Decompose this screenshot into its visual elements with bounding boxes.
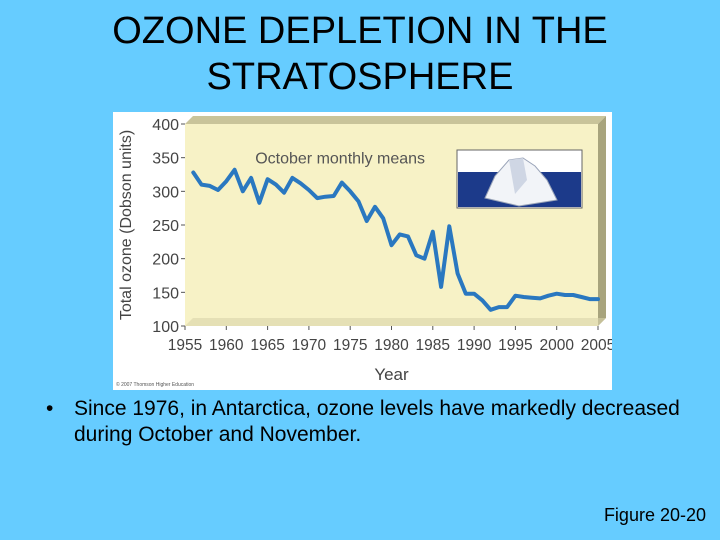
data-point — [233, 168, 237, 172]
data-point — [513, 294, 517, 298]
data-point — [571, 293, 575, 297]
x-tick-label: 1975 — [333, 337, 367, 354]
data-point — [241, 189, 245, 193]
y-axis-label: Total ozone (Dobson units) — [118, 130, 135, 320]
data-point — [348, 189, 352, 193]
data-point — [373, 205, 377, 209]
data-point — [208, 184, 212, 188]
x-tick-label: 1960 — [209, 337, 244, 354]
plot-floor — [185, 318, 606, 326]
data-point — [406, 234, 410, 238]
data-point — [224, 179, 228, 183]
data-point — [390, 243, 393, 247]
y-tick-label: 300 — [152, 184, 179, 201]
x-tick-label: 1980 — [374, 337, 409, 354]
data-point — [480, 298, 484, 302]
data-point — [315, 196, 319, 200]
data-point — [216, 188, 220, 192]
y-tick-label: 100 — [152, 319, 179, 336]
x-axis-label: Year — [374, 365, 409, 384]
y-tick-label: 350 — [152, 151, 179, 168]
plot-side-face — [598, 116, 606, 326]
data-point — [579, 295, 583, 299]
data-point — [249, 176, 253, 180]
data-point — [596, 297, 600, 301]
x-tick-label: 1970 — [292, 337, 327, 354]
data-point — [456, 271, 460, 275]
x-tick-label: 2000 — [539, 337, 574, 354]
data-point — [497, 305, 501, 309]
data-point — [464, 292, 468, 296]
plot-top-face — [185, 116, 606, 124]
slide-title: OZONE DEPLETION IN THE STRATOSPHERE — [112, 10, 608, 98]
x-tick-label: 1995 — [498, 337, 532, 354]
x-tick-label: 2005 — [581, 337, 612, 354]
data-point — [381, 216, 385, 220]
data-point — [365, 219, 369, 223]
data-point — [439, 285, 443, 289]
data-point — [563, 293, 567, 297]
data-point — [555, 292, 559, 296]
data-point — [431, 230, 435, 234]
ozone-chart: 100 150 200 250 300 350 400 1955 1960 1965 1970 197… — [113, 112, 612, 390]
copyright-note: © 2007 Thomson Higher Education — [116, 382, 195, 388]
y-tick-label: 250 — [152, 218, 179, 235]
bullet-text: Since 1976, in Antarctica, ozone levels … — [74, 397, 680, 446]
data-point — [299, 181, 303, 185]
data-point — [546, 294, 550, 298]
data-point — [414, 253, 418, 257]
data-point — [340, 181, 344, 185]
data-point — [323, 195, 327, 199]
data-point — [307, 188, 311, 192]
figure-label: Figure 20-20 — [603, 505, 706, 525]
y-tick-label: 400 — [152, 117, 179, 134]
data-point — [505, 305, 509, 309]
data-point — [472, 292, 476, 296]
data-point — [356, 199, 360, 203]
chart-annotation: October monthly means — [255, 151, 425, 168]
data-point — [290, 176, 294, 180]
data-point — [489, 308, 493, 312]
data-point — [588, 297, 592, 301]
data-point — [522, 295, 526, 299]
data-point — [257, 201, 261, 205]
bullet-point: • Since 1976, in Antarctica, ozone level… — [46, 396, 688, 448]
data-point — [200, 183, 204, 187]
data-point — [191, 170, 195, 174]
chart-svg: 100 150 200 250 300 350 400 1955 1960 1965 1970 197… — [118, 116, 612, 384]
data-point — [530, 296, 534, 300]
x-tick-label: 1965 — [250, 337, 284, 354]
data-point — [538, 296, 542, 300]
y-tick-label: 200 — [152, 252, 179, 269]
data-point — [398, 232, 402, 236]
x-tick-label: 1990 — [457, 337, 492, 354]
x-tick-label: 1985 — [416, 337, 450, 354]
data-point — [447, 224, 451, 228]
x-tick-label: 1955 — [168, 337, 202, 354]
data-point — [282, 191, 286, 195]
data-point — [266, 177, 270, 181]
data-point — [274, 183, 278, 187]
data-point — [332, 194, 336, 198]
iceberg-shadow — [509, 158, 527, 194]
data-point — [423, 257, 427, 261]
bullet-dot: • — [46, 397, 54, 420]
y-tick-label: 150 — [152, 285, 179, 302]
